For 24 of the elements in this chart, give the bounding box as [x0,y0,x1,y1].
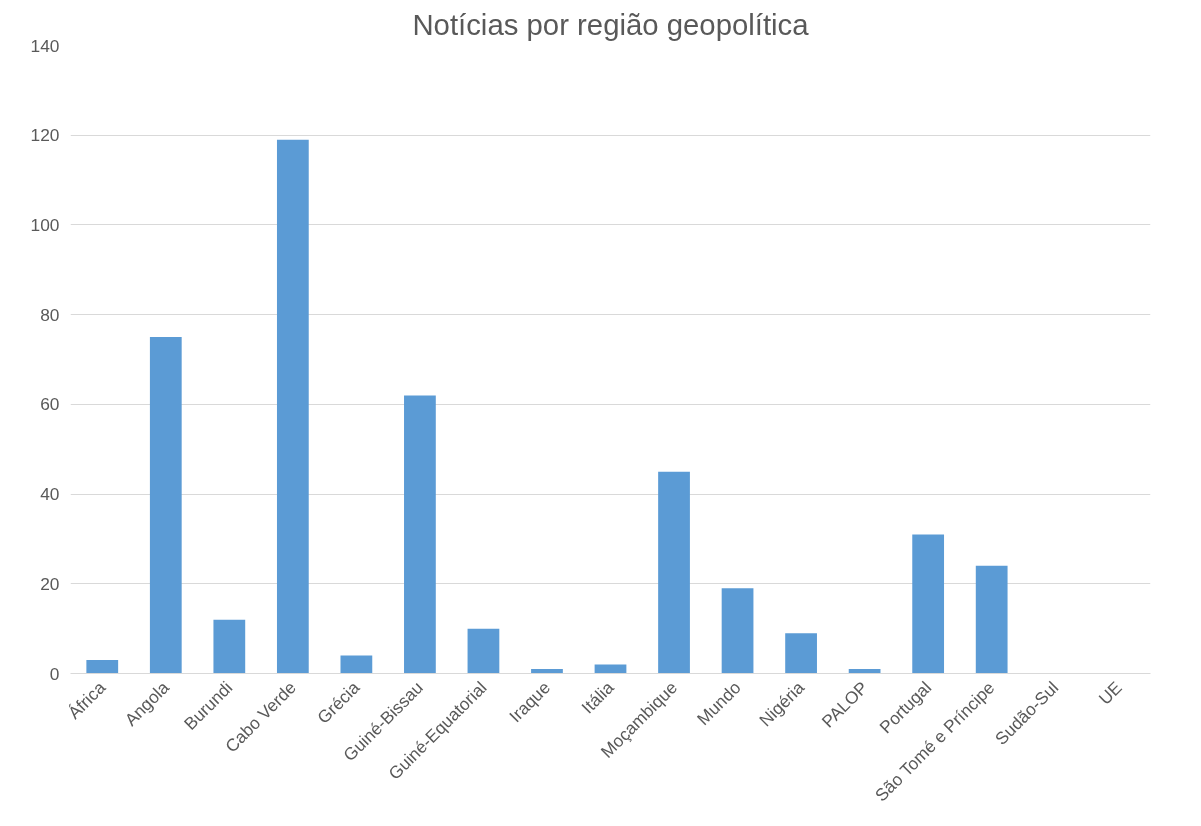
bar [531,669,563,674]
bar [975,565,1008,674]
bar [213,619,246,674]
bar [404,395,436,674]
y-tick-label: 20 [40,573,60,594]
y-tick-label: 40 [40,484,60,505]
y-tick-label: 0 [49,663,60,684]
chart-title: Notícias por região geopolítica [412,7,810,41]
y-tick-label: 60 [40,394,60,415]
y-tick-label: 120 [30,125,60,146]
bar [721,588,754,674]
x-tick-label: UE [1094,677,1126,709]
bar [912,534,945,674]
bar [340,655,373,674]
bar [276,139,309,674]
bar [658,471,690,674]
y-tick-label: 100 [30,214,60,235]
bar [785,633,817,674]
y-tick-label: 140 [30,35,60,56]
bar [149,337,182,674]
y-tick-label: 80 [40,304,60,325]
bar [86,660,119,674]
bar [467,628,500,674]
bar [848,669,881,674]
